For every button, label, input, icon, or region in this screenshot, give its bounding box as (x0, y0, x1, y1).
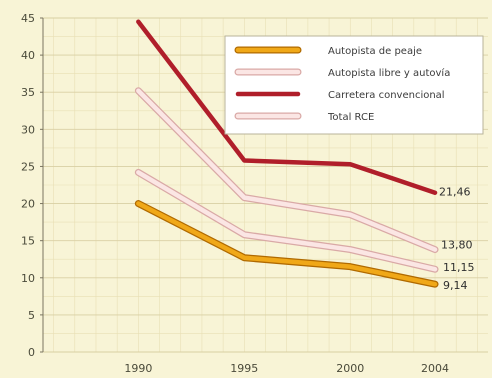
x-tick-label: 1995 (230, 362, 258, 375)
y-tick-label: 20 (21, 198, 35, 211)
y-tick-label: 25 (21, 160, 35, 173)
end-label-1: 11,15 (443, 261, 475, 274)
series-line-0 (136, 201, 438, 287)
end-value-labels: 9,14 11,15 21,46 13,80 (439, 186, 475, 292)
legend-label-1: Autopista libre y autovía (328, 67, 450, 79)
x-tick-label: 2004 (421, 362, 449, 375)
axes: 0 5 10 15 20 25 30 35 40 45 1990 1995 2000 2004 (21, 12, 449, 375)
y-tick-label: 0 (28, 346, 35, 359)
y-tick-label: 15 (21, 235, 35, 248)
series-line-3 (136, 88, 438, 252)
x-tick-label: 1990 (124, 362, 152, 375)
series-lines (134, 19, 439, 288)
y-tick-label: 45 (21, 12, 35, 25)
y-tick-label: 5 (28, 309, 35, 322)
series-line-2 (136, 19, 438, 195)
end-label-0: 9,14 (443, 279, 468, 292)
y-tick-label: 40 (21, 49, 35, 62)
y-tick-label: 30 (21, 123, 35, 136)
y-tick-label: 10 (21, 272, 35, 285)
x-tick-label: 2000 (336, 362, 364, 375)
legend: Autopista de peaje Autopista libre y auto… (224, 35, 484, 135)
legend-label-2: Carretera convencional (328, 90, 445, 101)
end-label-3: 13,80 (441, 239, 473, 252)
legend-label-3: Total RCE (327, 112, 374, 123)
y-tick-label: 35 (21, 86, 35, 99)
legend-label-0: Autopista de peaje (328, 46, 422, 57)
series-line-1 (136, 170, 438, 272)
end-label-2: 21,46 (439, 186, 471, 199)
